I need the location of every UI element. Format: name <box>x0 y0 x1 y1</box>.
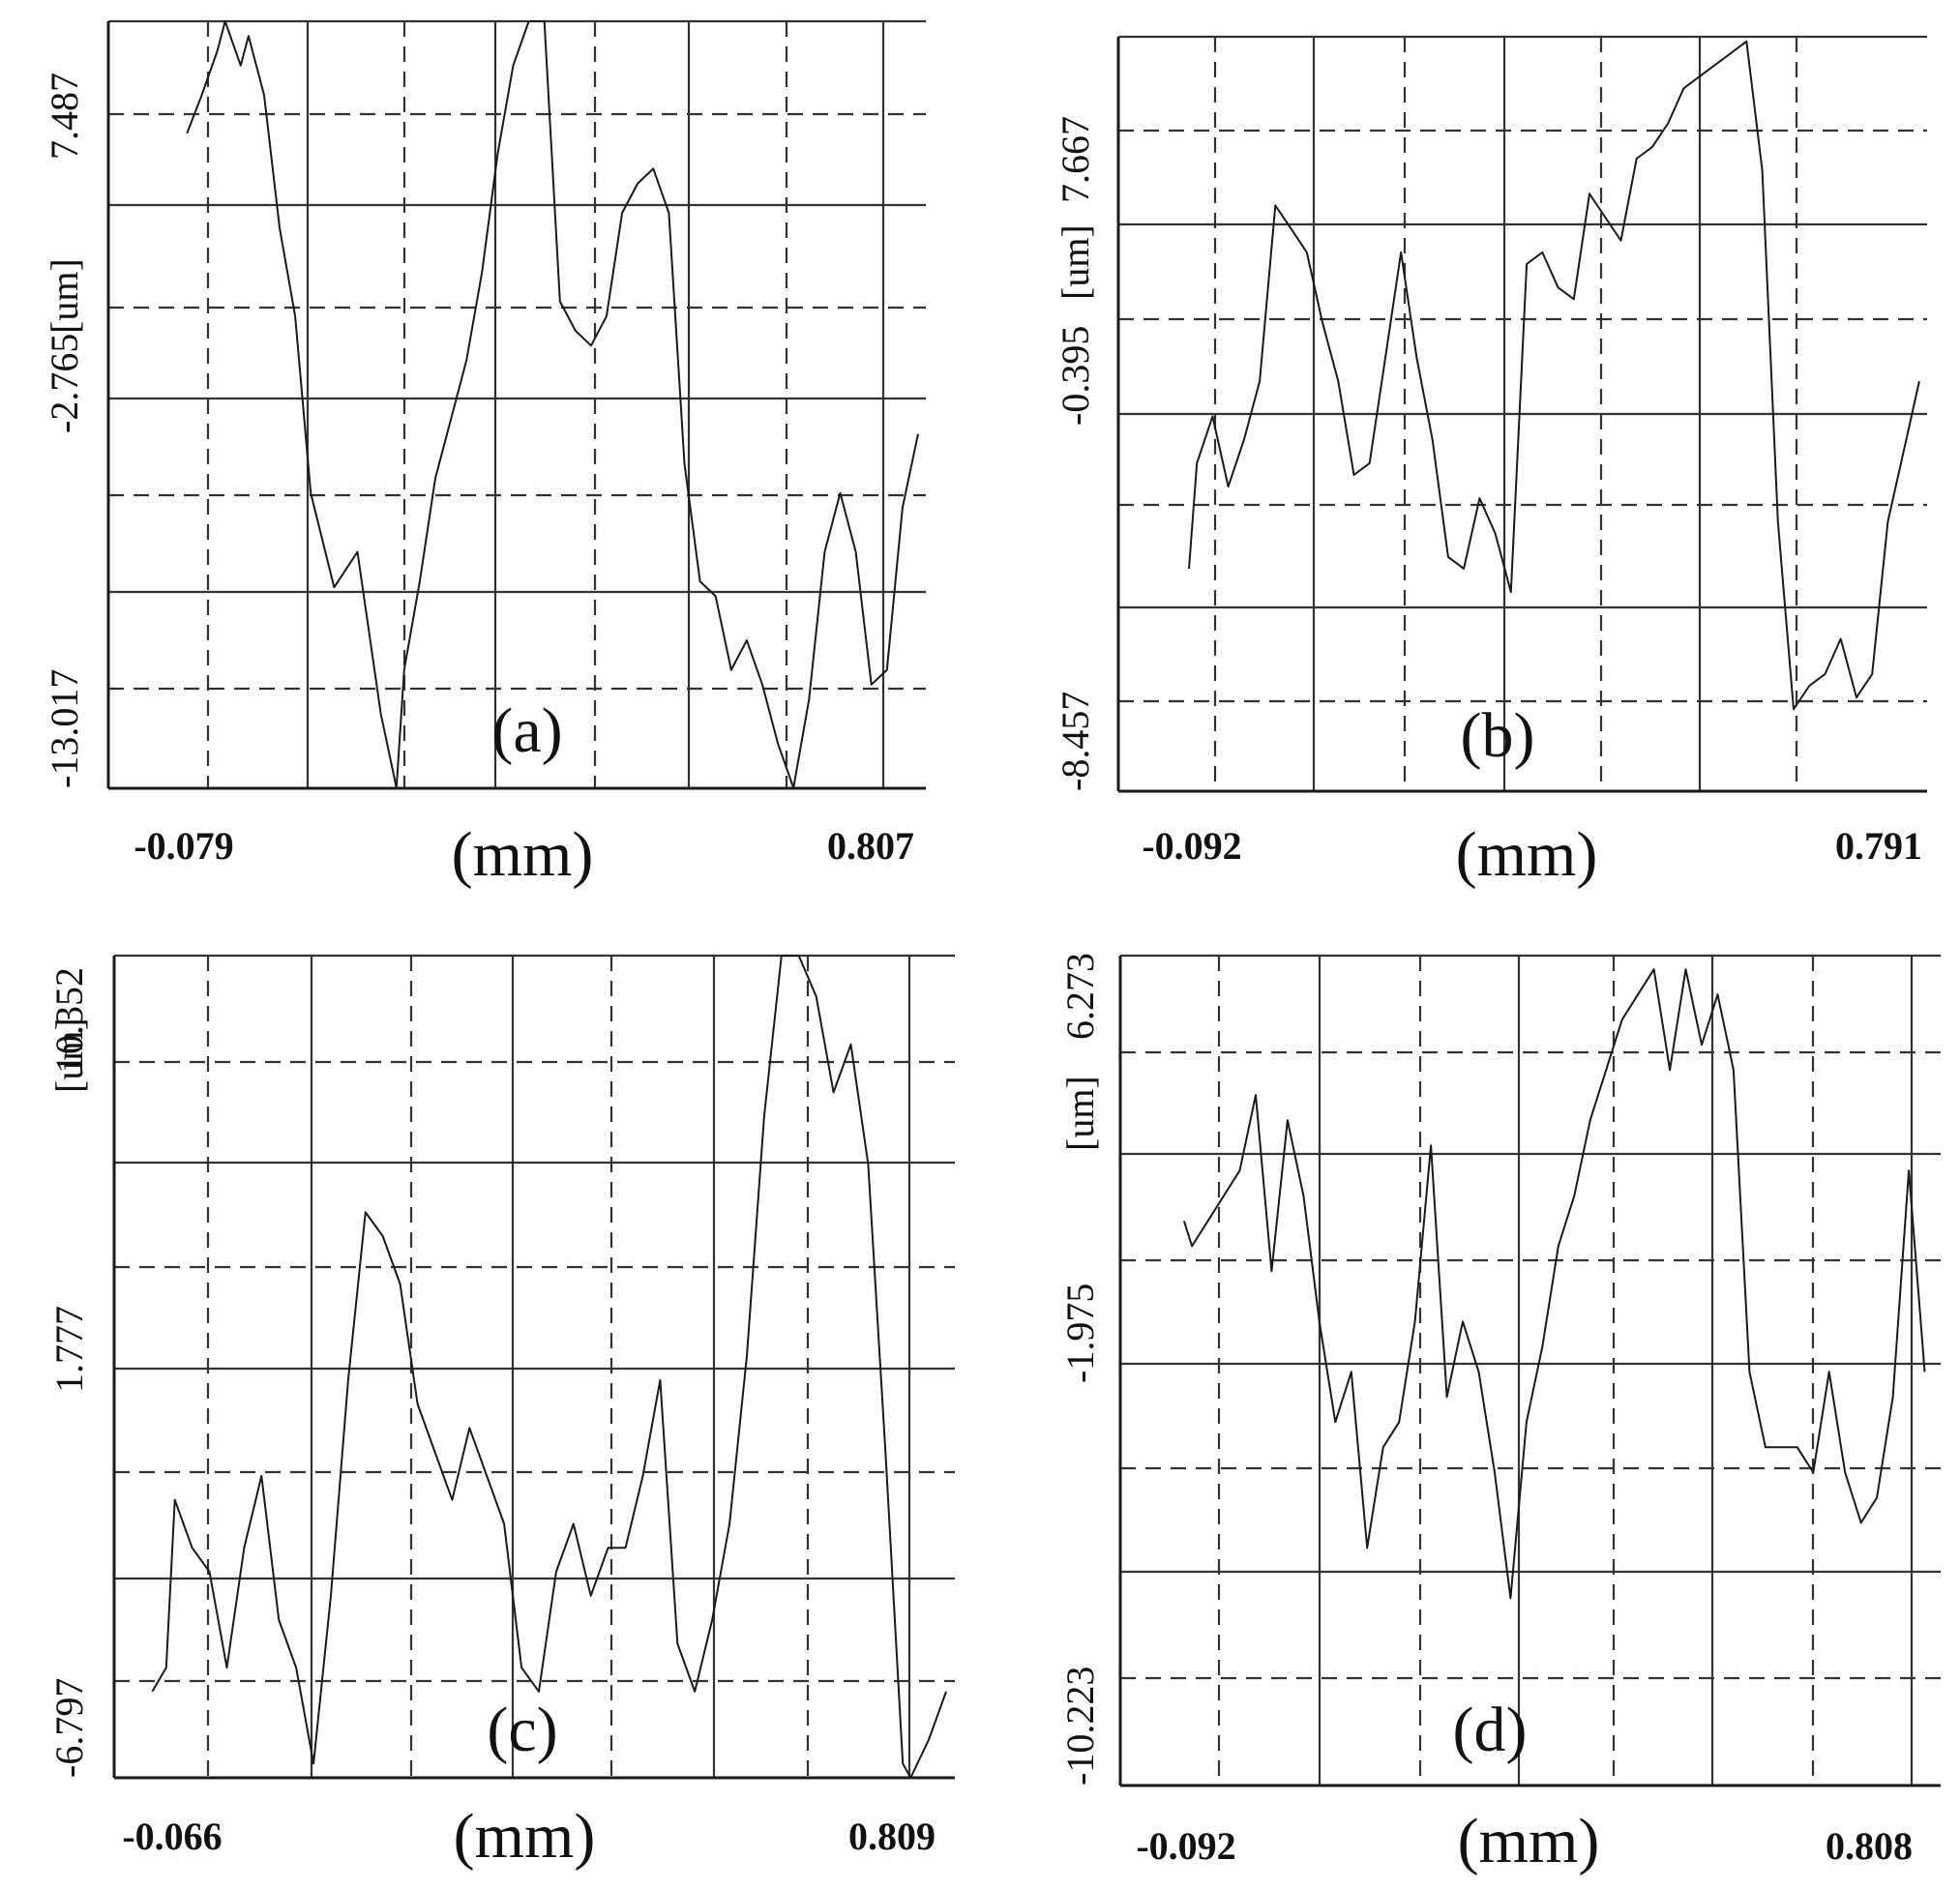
profile-line-c <box>151 955 947 1779</box>
x-tick-label-c-max: 0.809 <box>848 1815 935 1858</box>
x-tick-label-b-min: -0.092 <box>1142 824 1241 868</box>
y-tick-label-a-max: 7.487 <box>43 73 86 160</box>
panel-label-b: (b) <box>1461 700 1535 771</box>
x-tick-label-c-min: -0.066 <box>122 1815 222 1858</box>
x-tick-label-d-min: -0.092 <box>1136 1824 1235 1868</box>
y-unit-label-b: [um] <box>1054 224 1097 300</box>
x-axis-label-c: (mm) <box>454 1801 596 1872</box>
profile-line-d <box>1182 968 1926 1600</box>
y-tick-label-c-min: -6.797 <box>47 1678 91 1778</box>
y-tick-label-a-mid: -2.765 <box>43 334 86 433</box>
x-tick-label-d-max: 0.808 <box>1826 1824 1913 1868</box>
panel-a: -0.079 0.807 -13.017 -2.765 [um] 7.487 (… <box>43 19 926 890</box>
y-tick-label-d-max: 6.273 <box>1058 953 1102 1040</box>
y-unit-label-a: [um] <box>43 258 86 334</box>
panel-label-c: (c) <box>487 1695 557 1765</box>
y-tick-label-d-min: -10.223 <box>1058 1667 1102 1786</box>
panel-b: -0.092 0.791 -8.457 -0.395 [um] 7.667 (m… <box>1054 35 1927 890</box>
panel-c: -0.066 0.809 -6.797 1.777 [um] 10.352 (m… <box>47 954 955 1872</box>
profile-line-b <box>1188 40 1920 711</box>
y-tick-label-b-max: 7.667 <box>1054 116 1097 203</box>
x-tick-label-a-min: -0.079 <box>134 824 233 868</box>
grid-b <box>1118 35 1927 791</box>
grid-d <box>1120 954 1941 1786</box>
y-tick-label-a-min: -13.017 <box>43 669 86 788</box>
y-tick-label-b-min: -8.457 <box>1054 692 1097 791</box>
x-axis-label-b: (mm) <box>1456 819 1598 890</box>
y-tick-label-c-mid: 1.777 <box>47 1306 91 1393</box>
grid-c <box>114 954 955 1778</box>
y-unit-label-d: [um] <box>1058 1076 1102 1151</box>
panel-label-a: (a) <box>491 695 562 766</box>
x-axis-label-d: (mm) <box>1458 1806 1600 1876</box>
y-tick-label-b-mid: -0.395 <box>1054 326 1097 426</box>
panel-label-d: (d) <box>1453 1695 1528 1765</box>
x-tick-label-a-max: 0.807 <box>827 824 914 868</box>
x-tick-label-b-max: 0.791 <box>1835 824 1922 868</box>
y-tick-label-d-mid: -1.975 <box>1058 1284 1102 1383</box>
profile-line-a <box>186 20 919 789</box>
y-unit-label-c: [um] <box>47 1018 91 1093</box>
y-tick-label-c-max: 10.352 <box>47 967 91 1074</box>
grid-a <box>108 19 926 788</box>
panel-d: -0.092 0.808 -10.223 -1.975 [um] 6.273 (… <box>1058 953 1941 1876</box>
x-axis-label-a: (mm) <box>452 819 594 890</box>
